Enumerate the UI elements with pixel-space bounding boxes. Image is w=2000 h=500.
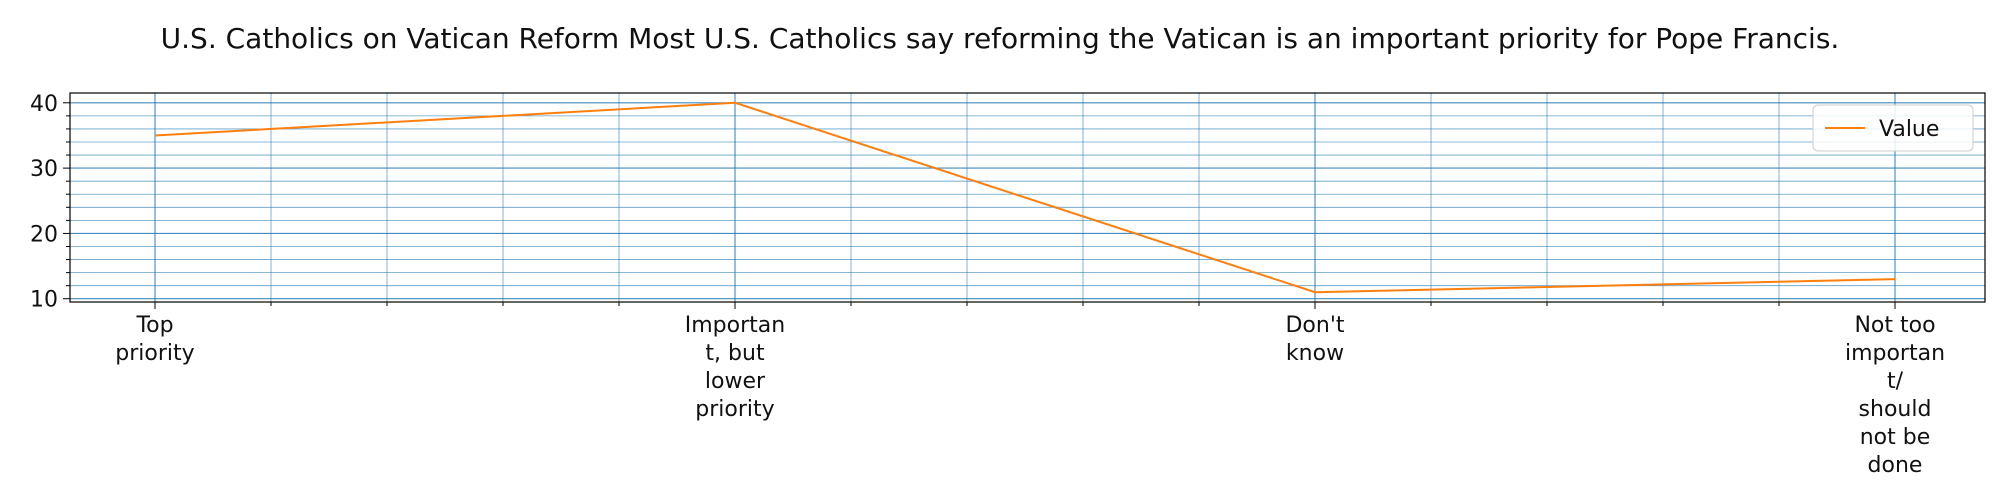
legend: Value bbox=[1812, 104, 1974, 152]
chart-title: U.S. Catholics on Vatican Reform Most U.… bbox=[0, 22, 2000, 56]
axes bbox=[63, 92, 1986, 309]
grid-lines bbox=[70, 93, 1985, 302]
x-tick-label: Don't know bbox=[1285, 313, 1344, 366]
y-tick-label: 20 bbox=[30, 222, 58, 247]
x-tick-label: Not too importan t/should not be done bbox=[1845, 313, 1945, 478]
series-layer bbox=[154, 101, 1896, 294]
x-tick-label: Importan t, but lower priority bbox=[685, 313, 785, 422]
y-tick-label: 10 bbox=[30, 288, 58, 313]
y-tick-label: 30 bbox=[30, 157, 58, 182]
x-tick-label: Top priority bbox=[115, 313, 194, 366]
legend-box bbox=[1812, 104, 1974, 152]
series-line bbox=[154, 101, 1896, 294]
x-tick-labels: Top priority Importan t, but lower priority Do… bbox=[115, 313, 1945, 478]
y-tick-label: 40 bbox=[30, 92, 58, 117]
y-tick-labels: 10 20 30 40 bbox=[30, 92, 58, 313]
plot-frame bbox=[69, 92, 1986, 303]
chart-title-text: U.S. Catholics on Vatican Reform Most U.… bbox=[160, 22, 1840, 55]
legend-label: Value bbox=[1879, 117, 1939, 142]
